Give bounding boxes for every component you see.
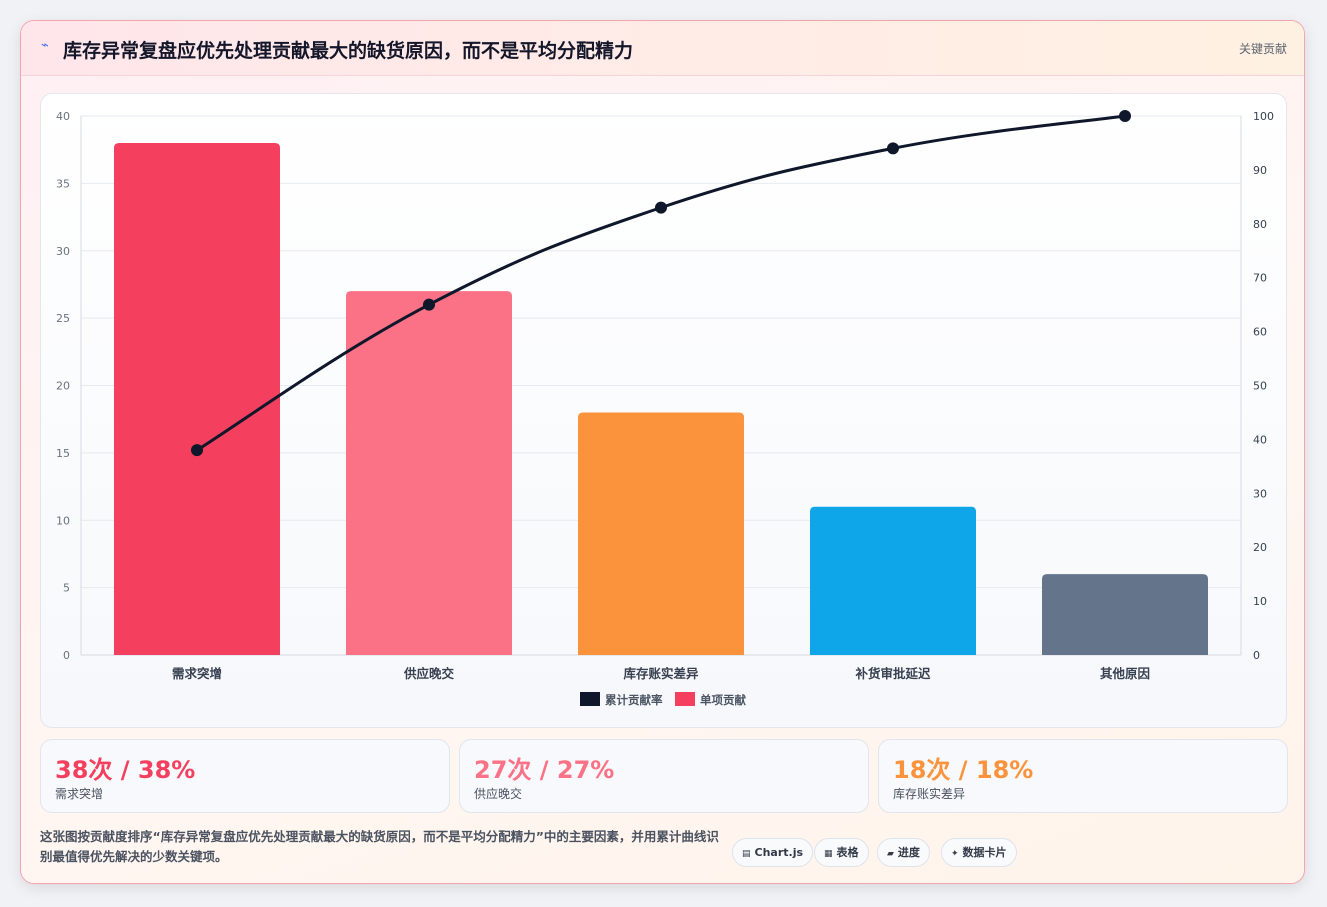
x-category-label: 其他原因: [1100, 666, 1150, 681]
card-header: ⌁ 库存异常复盘应优先处理贡献最大的缺货原因，而不是平均分配精力 关键贡献: [21, 21, 1304, 76]
page-title: 库存异常复盘应优先处理贡献最大的缺货原因，而不是平均分配精力: [63, 40, 634, 62]
legend-swatch: [675, 692, 695, 706]
bar-2: [578, 412, 744, 655]
y-left-tick-label: 40: [56, 110, 70, 123]
y-left-tick-label: 15: [56, 447, 70, 460]
table-icon: ▦: [824, 849, 833, 859]
y-left-tick-label: 5: [63, 582, 70, 595]
cumulative-point-3: [887, 142, 899, 155]
stat-card-late-supply: 27次 / 27% 供应晚交: [459, 739, 869, 813]
chip-label: Chart.js: [754, 846, 804, 859]
y-right-tick-label: 30: [1253, 487, 1267, 500]
cumulative-line: [196, 114, 1126, 452]
stat-label: 库存账实差异: [893, 787, 966, 801]
y-left-tick-label: 20: [56, 380, 70, 393]
y-right-tick-label: 10: [1253, 595, 1267, 608]
cumulative-point-4: [1119, 110, 1131, 122]
cumulative-point-1: [423, 298, 435, 311]
y-right-tick-label: 40: [1253, 433, 1267, 446]
stat-label: 需求突增: [55, 787, 104, 801]
stat-value: 38次 / 38%: [55, 756, 196, 784]
cumulative-point-0: [191, 444, 203, 457]
chartjs-chip[interactable]: ▤ Chart.js: [732, 838, 814, 867]
chart-icon: ▤: [742, 849, 751, 859]
report-card: ⌁ 库存异常复盘应优先处理贡献最大的缺货原因，而不是平均分配精力 关键贡献 0 5…: [20, 20, 1305, 884]
table-chip[interactable]: ▦ 表格: [814, 838, 869, 867]
legend-label: 单项贡献: [700, 693, 746, 707]
bar-1: [346, 291, 512, 655]
y-left-tick-label: 10: [56, 514, 70, 527]
pareto-chart-panel: 0 5 10 15 20 25 30 35 40 0 10 20 30 40 50 60 70 80 90 100 需求…: [40, 93, 1287, 728]
cumulative-point-2: [655, 201, 667, 214]
x-category-label: 需求突增: [172, 666, 222, 681]
y-right-tick-label: 20: [1253, 541, 1267, 554]
y-right-tick-label: 50: [1253, 380, 1267, 393]
bar-3: [810, 506, 976, 655]
y-right-tick-label: 0: [1253, 649, 1260, 662]
chip-label: 进度: [897, 846, 920, 859]
bar-4: [1042, 574, 1208, 655]
chip-label: 表格: [836, 846, 859, 859]
y-right-tick-label: 60: [1253, 326, 1267, 339]
y-left-tick-label: 30: [56, 245, 70, 258]
y-left-tick-label: 35: [56, 177, 70, 190]
stat-card-demand-surge: 38次 / 38% 需求突增: [40, 739, 450, 813]
chip-label: 数据卡片: [962, 846, 1007, 859]
bar-0: [114, 142, 280, 655]
y-right-tick-label: 90: [1253, 164, 1267, 177]
progress-icon: ▰: [887, 849, 894, 859]
stat-card-inventory-mismatch: 18次 / 18% 库存账实差异: [878, 739, 1288, 813]
stat-value: 18次 / 18%: [893, 756, 1034, 784]
x-category-label: 供应晚交: [403, 666, 455, 681]
x-category-label: 补货审批延迟: [854, 666, 931, 681]
sparkle-icon: ✦: [951, 849, 959, 859]
y-right-tick-label: 70: [1253, 272, 1267, 285]
x-category-label: 库存账实差异: [623, 666, 699, 681]
y-right-tick-label: 100: [1253, 110, 1274, 123]
chart-description: 这张图按贡献度排序“库存异常复盘应优先处理贡献最大的缺货原因，而不是平均分配精力…: [40, 829, 719, 864]
stat-label: 供应晚交: [474, 787, 523, 801]
y-left-tick-label: 0: [63, 649, 70, 662]
y-left-tick-label: 25: [56, 312, 70, 325]
lightning-icon: ⌁: [41, 38, 49, 53]
key-contribution-tag: 关键贡献: [1238, 42, 1287, 56]
progress-chip[interactable]: ▰ 进度: [877, 838, 930, 867]
legend-label: 累计贡献率: [605, 693, 663, 707]
y-right-tick-label: 80: [1253, 218, 1267, 231]
data-card-chip[interactable]: ✦ 数据卡片: [941, 838, 1017, 867]
stat-value: 27次 / 27%: [474, 756, 615, 784]
pareto-chart: 0 5 10 15 20 25 30 35 40 0 10 20 30 40 50 60 70 80 90 100 需求…: [56, 110, 1274, 707]
legend-swatch: [580, 692, 600, 706]
